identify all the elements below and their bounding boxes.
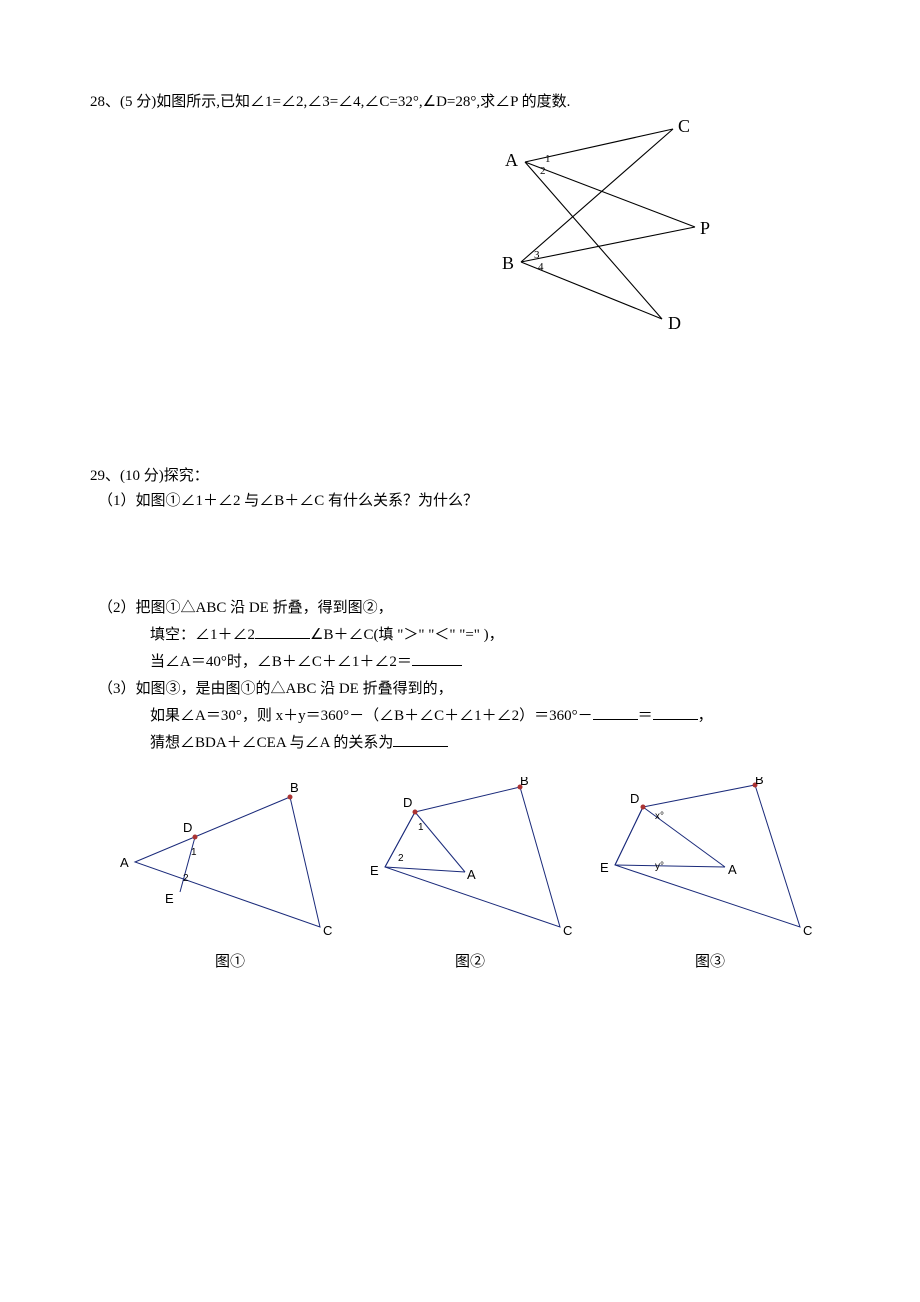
f2-C: C xyxy=(563,923,572,937)
problem-29-part2-l1: （2）把图①△ABC 沿 DE 折叠，得到图②， xyxy=(98,595,830,622)
f2-2: 2 xyxy=(398,853,404,864)
f2-A: A xyxy=(467,867,476,882)
figure-1-block: A B C D E 1 2 图① xyxy=(120,777,340,971)
p29-p3-l2c: ， xyxy=(698,708,713,724)
p29-p2-l2a: 填空：∠1＋∠2 xyxy=(150,627,255,643)
blank-1 xyxy=(255,624,310,639)
label-C: C xyxy=(678,116,690,136)
p29-p3-l2b: ＝ xyxy=(638,708,653,724)
f1-2: 2 xyxy=(183,873,189,884)
problem-28: 28、(5 分)如图所示,已知∠1=∠2,∠3=∠4,∠C=32°,∠D=28°… xyxy=(90,90,830,349)
problem-29-part1: （1）如图①∠1＋∠2 与∠B＋∠C 有什么关系？为什么？ xyxy=(98,488,830,515)
f1-1: 1 xyxy=(191,847,197,858)
figure-1-label: 图① xyxy=(120,950,340,971)
f3-x: x° xyxy=(655,811,664,822)
f3-D: D xyxy=(630,791,639,806)
label-3: 3 xyxy=(534,249,540,261)
label-D: D xyxy=(668,313,681,333)
f1-E: E xyxy=(165,891,174,906)
f1-C: C xyxy=(323,923,332,937)
figure-1-svg: A B C D E 1 2 xyxy=(120,777,340,937)
problem-29-part3-l1: （3）如图③，是由图①的△ABC 沿 DE 折叠得到的， xyxy=(98,676,830,703)
f1-A: A xyxy=(120,855,129,870)
f2-B: B xyxy=(520,777,529,788)
f1-D: D xyxy=(183,820,192,835)
f3-y: y° xyxy=(655,861,664,872)
blank-4 xyxy=(653,705,698,720)
figure-2-block: A B C D E 1 2 图② xyxy=(360,777,580,971)
figure-28-svg: A B C D P 1 2 3 4 xyxy=(490,114,710,344)
label-B: B xyxy=(502,253,514,273)
label-4: 4 xyxy=(538,261,544,273)
label-P: P xyxy=(700,218,710,238)
label-1: 1 xyxy=(545,153,551,165)
label-2: 2 xyxy=(540,165,546,177)
f2-1: 1 xyxy=(418,822,424,833)
f3-C: C xyxy=(803,923,812,937)
p29-p3-l2a: 如果∠A＝30°，则 x＋y＝360°－（∠B＋∠C＋∠1＋∠2）＝360°－ xyxy=(150,708,593,724)
figure-2-svg: A B C D E 1 2 xyxy=(360,777,580,937)
f2-D: D xyxy=(403,795,412,810)
f3-A: A xyxy=(728,862,737,877)
label-A: A xyxy=(505,150,518,170)
figure-3-svg: A B C D E x° y° xyxy=(600,777,820,937)
f3-B: B xyxy=(755,777,764,787)
f3-E: E xyxy=(600,860,609,875)
problem-29: 29、(10 分)探究： （1）如图①∠1＋∠2 与∠B＋∠C 有什么关系？为什… xyxy=(90,464,830,971)
problem-28-text: 28、(5 分)如图所示,已知∠1=∠2,∠3=∠4,∠C=32°,∠D=28°… xyxy=(90,90,830,114)
f1-B: B xyxy=(290,780,299,795)
f2-E: E xyxy=(370,863,379,878)
blank-3 xyxy=(593,705,638,720)
problem-29-part3-l3: 猜想∠BDA＋∠CEA 与∠A 的关系为 xyxy=(150,730,830,757)
p29-p2-l3a: 当∠A＝40°时，∠B＋∠C＋∠1＋∠2＝ xyxy=(150,654,412,670)
problem-29-part3-l2: 如果∠A＝30°，则 x＋y＝360°－（∠B＋∠C＋∠1＋∠2）＝360°－ ＝… xyxy=(150,703,830,730)
figure-2-label: 图② xyxy=(360,950,580,971)
problem-28-figure: A B C D P 1 2 3 4 xyxy=(490,114,830,349)
problem-29-part2-l2: 填空：∠1＋∠2 ∠B＋∠C(填 "＞" "＜" "=" )， xyxy=(150,622,830,649)
blank-2 xyxy=(412,651,462,666)
blank-5 xyxy=(393,732,448,747)
figure-3-block: A B C D E x° y° 图③ xyxy=(600,777,820,971)
problem-29-part2-l3: 当∠A＝40°时，∠B＋∠C＋∠1＋∠2＝ xyxy=(150,649,830,676)
problem-29-figures: A B C D E 1 2 图① xyxy=(120,777,830,971)
p29-p2-l2b: ∠B＋∠C(填 "＞" "＜" "=" )， xyxy=(310,627,504,643)
p29-p3-l3a: 猜想∠BDA＋∠CEA 与∠A 的关系为 xyxy=(150,735,393,751)
problem-29-header: 29、(10 分)探究： xyxy=(90,464,830,488)
figure-3-label: 图③ xyxy=(600,950,820,971)
